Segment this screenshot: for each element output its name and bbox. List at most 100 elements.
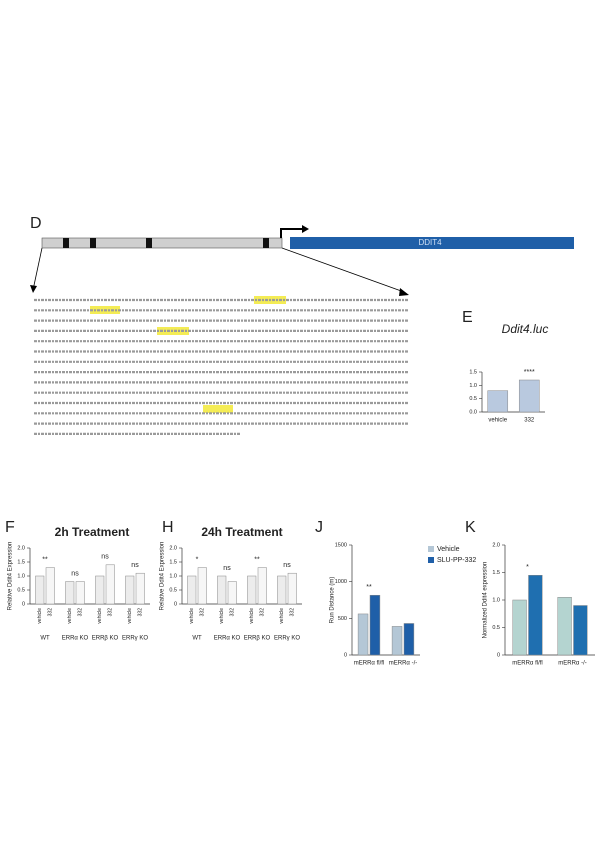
bar [135,572,145,605]
x-tick-label: ERRα KO [62,636,89,642]
bar [187,575,197,605]
element [263,238,269,248]
significance: ns [283,562,291,569]
x-tick-label: ERRα KO [214,636,241,642]
gene-label: DDIT4 [418,238,442,247]
bar [391,626,403,656]
chart-title: 24h Treatment [201,525,282,539]
panel-label: F [5,519,15,536]
bar [257,567,267,605]
element [90,238,96,248]
x-tick-label: ERRβ KO [92,636,119,642]
element [63,238,69,248]
y-tick-label: 0 [497,652,500,658]
bar [403,623,415,656]
bar-label: 332 [290,608,296,617]
bar-label: vehicle [219,608,225,624]
y-tick-label: 2.0 [169,545,177,551]
panel-label: E [462,309,473,326]
bar [277,575,287,605]
bar-label: vehicle [189,608,195,624]
y-tick-label: 0.5 [492,625,500,631]
bar [528,575,543,656]
bar-label: 332 [200,608,206,617]
bar-label: vehicle [97,608,103,624]
promoter-bar [41,237,283,249]
x-tick-label: vehicle [488,418,507,424]
x-tick-label: ERRγ KO [274,636,300,642]
y-tick-label: 500 [338,616,347,622]
bar [247,575,257,605]
bar [369,594,381,656]
panel-label: J [315,519,323,536]
x-tick-label: WT [192,636,202,642]
legend-swatch [428,557,434,563]
y-tick-label: 1.5 [469,369,477,375]
x-tick-label: 332 [524,418,535,424]
significance: ns [223,565,231,572]
y-tick-label: 0 [174,601,177,607]
bar-label: vehicle [67,608,73,624]
chart-title: 2h Treatment [55,525,130,539]
y-axis-label: Run Distance (m) [330,577,336,624]
y-axis-label: Relative Ddit4 Expression [8,542,14,611]
bar-label: vehicle [127,608,133,624]
zoom-line [281,247,405,293]
bar-label: vehicle [279,608,285,624]
significance: ** [254,556,260,563]
gene-bar [290,237,574,249]
bar-label: 332 [230,608,236,617]
bar [65,581,75,605]
bar-label: vehicle [249,608,255,624]
bar [125,575,135,605]
y-tick-label: 1000 [335,579,347,585]
y-axis-label: Relative Ddit4 Expression [160,542,166,611]
bar [487,390,509,413]
x-tick-label: WT [40,636,50,642]
bar [518,379,540,413]
bar [35,575,45,605]
y-tick-label: 1.5 [17,559,25,565]
x-tick-label: mERRα fl/fl [512,661,542,667]
legend-label: Vehicle [437,546,460,553]
significance: **** [524,369,535,376]
x-tick-label: mERRα -/- [389,661,417,667]
panel-label: K [465,519,476,536]
significance: ns [71,570,79,577]
y-tick-label: 1.0 [469,383,477,389]
y-tick-label: 1.0 [492,597,500,603]
x-tick-label: mERRα fl/fl [354,661,384,667]
y-tick-label: 0 [22,601,25,607]
bar [95,575,105,605]
y-tick-label: 2.0 [492,542,500,548]
chart-title: Ddit4.luc [502,322,549,336]
bar-label: 332 [138,608,144,617]
x-tick-label: ERRγ KO [122,636,148,642]
panel-label: D [30,215,42,232]
zoom-line [32,247,43,291]
significance: ns [131,562,139,569]
y-tick-label: 1500 [335,542,347,548]
zoom-arrowhead [30,285,37,293]
bar-label: 332 [260,608,266,617]
bar [227,581,237,605]
bar [217,575,227,605]
y-tick-label: 1.5 [492,570,500,576]
x-tick-label: mERRα -/- [558,661,586,667]
element [146,238,152,248]
sequence-block [34,296,408,435]
bar-label: 332 [48,608,54,617]
bar [75,581,85,605]
y-axis-label: Normalized Ddit4 expression [483,562,489,639]
panel-label: H [162,519,174,536]
y-tick-label: 0 [344,652,347,658]
y-tick-label: 1.5 [169,559,177,565]
y-tick-label: 0.5 [17,587,25,593]
bar-label: 332 [78,608,84,617]
y-tick-label: 0.5 [469,396,477,402]
y-tick-label: 0.0 [469,409,477,415]
bar-label: 332 [108,608,114,617]
significance: ns [101,554,109,561]
bar [197,567,207,605]
legend-label: SLU-PP-332 [437,557,476,564]
